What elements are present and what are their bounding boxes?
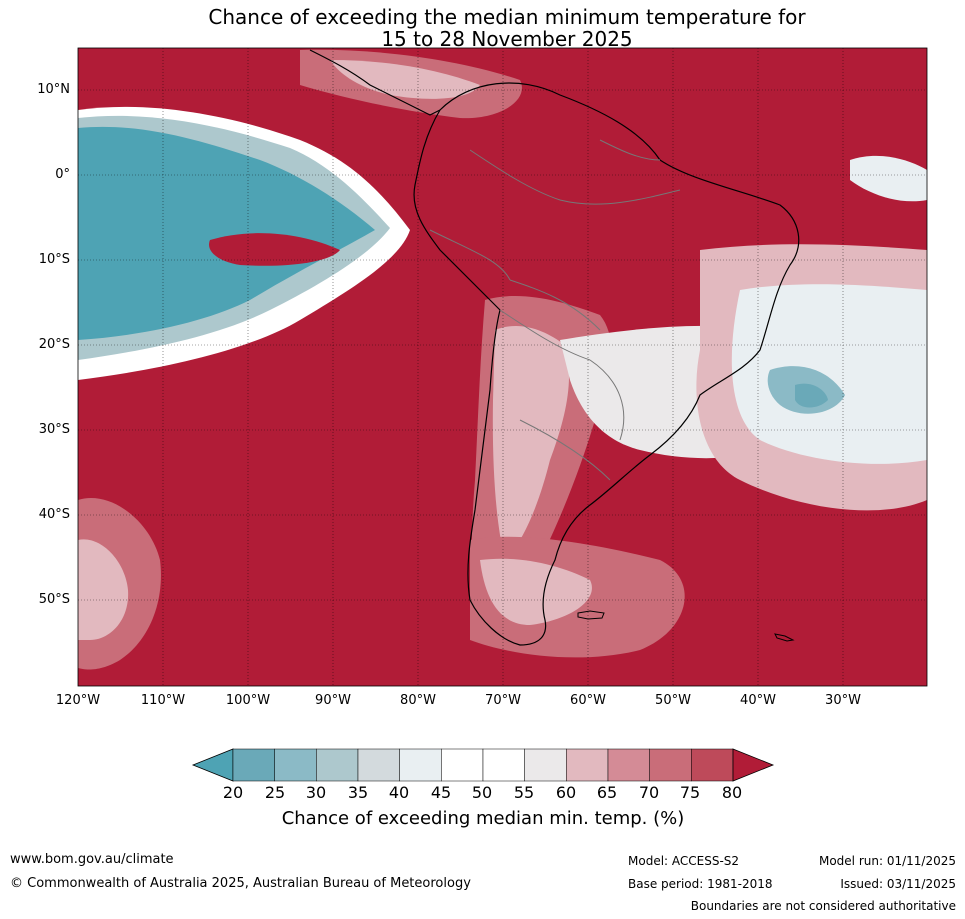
colorbar-segment xyxy=(441,748,484,782)
colorbar-segment xyxy=(357,748,400,782)
colorbar-tick-65: 65 xyxy=(596,783,618,802)
se-pacific-pink-2 xyxy=(78,539,129,640)
footer-copyright: © Commonwealth of Australia 2025, Austra… xyxy=(10,876,471,891)
colorbar-tick-80: 80 xyxy=(721,783,743,802)
colorbar-tick-30: 30 xyxy=(305,783,327,802)
footer-base-period: Base period: 1981-2018 xyxy=(628,877,773,891)
lon-label-40w: 40°W xyxy=(740,693,776,708)
lat-label-10s: 10°S xyxy=(38,252,70,267)
colorbar-segment xyxy=(691,748,734,782)
footer-issued: Issued: 03/11/2025 xyxy=(840,877,956,891)
colorbar-tick-60: 60 xyxy=(555,783,577,802)
colorbar-segment xyxy=(482,748,525,782)
colorbar-segment xyxy=(399,748,442,782)
lat-label-40s: 40°S xyxy=(38,507,70,522)
lon-label-50w: 50°W xyxy=(655,693,691,708)
falkland-islands xyxy=(577,610,605,620)
colorbar xyxy=(191,748,775,782)
lon-label-120w: 120°W xyxy=(55,693,101,708)
lat-label-30s: 30°S xyxy=(38,422,70,437)
lon-label-110w: 110°W xyxy=(140,693,186,708)
lon-label-30w: 30°W xyxy=(825,693,861,708)
lon-label-80w: 80°W xyxy=(400,693,436,708)
central-america-coastline xyxy=(309,49,441,116)
south-atlantic-blue-core xyxy=(795,383,828,408)
south-georgia xyxy=(774,633,795,642)
lon-label-70w: 70°W xyxy=(485,693,521,708)
lon-label-100w: 100°W xyxy=(225,693,271,708)
colorbar-tick-20: 20 xyxy=(222,783,244,802)
map-title-line-1: Chance of exceeding the median minimum t… xyxy=(208,5,806,29)
colorbar-segment xyxy=(607,748,650,782)
lat-label-0: 0° xyxy=(55,167,70,182)
colorbar-segment xyxy=(232,748,275,782)
pacific-low-probability xyxy=(78,126,375,340)
colorbar-tick-40: 40 xyxy=(388,783,410,802)
footer-model: Model: ACCESS-S2 xyxy=(628,854,740,868)
colorbar-arrow-high xyxy=(732,748,775,782)
map-title-line-2: 15 to 28 November 2025 xyxy=(381,27,633,51)
colorbar-arrow-low xyxy=(191,748,234,782)
lat-label-20s: 20°S xyxy=(38,337,70,352)
map-frame xyxy=(77,47,928,687)
lon-label-90w: 90°W xyxy=(315,693,351,708)
colorbar-segment xyxy=(316,748,359,782)
equatorial-atlantic-white xyxy=(850,155,927,202)
footer-model-run: Model run: 01/11/2025 xyxy=(818,854,956,868)
colorbar-tick-25: 25 xyxy=(264,783,286,802)
lat-label-50s: 50°S xyxy=(38,592,70,607)
graticule xyxy=(78,48,927,686)
footer-disclaimer: Boundaries are not considered authoritat… xyxy=(690,899,956,913)
colorbar-tick-55: 55 xyxy=(513,783,535,802)
caribbean-light xyxy=(330,60,480,99)
colorbar-segment xyxy=(524,748,567,782)
colorbar-segment xyxy=(649,748,692,782)
lat-label-10n: 10°N xyxy=(37,82,70,97)
colorbar-segment xyxy=(566,748,609,782)
colorbar-label: Chance of exceeding median min. temp. (%… xyxy=(281,808,685,829)
colorbar-segment xyxy=(274,748,317,782)
patagonia-light xyxy=(480,558,592,625)
andes-light-pink xyxy=(492,325,570,560)
colorbar-tick-45: 45 xyxy=(430,783,452,802)
colorbar-tick-35: 35 xyxy=(347,783,369,802)
country-borders xyxy=(429,139,681,481)
colorbar-tick-75: 75 xyxy=(679,783,701,802)
pacific-tongue-high xyxy=(209,233,340,266)
lon-label-60w: 60°W xyxy=(570,693,606,708)
footer-url[interactable]: www.bom.gov.au/climate xyxy=(10,852,174,867)
colorbar-tick-50: 50 xyxy=(471,783,493,802)
colorbar-tick-70: 70 xyxy=(638,783,660,802)
south-atlantic-white xyxy=(731,284,927,464)
